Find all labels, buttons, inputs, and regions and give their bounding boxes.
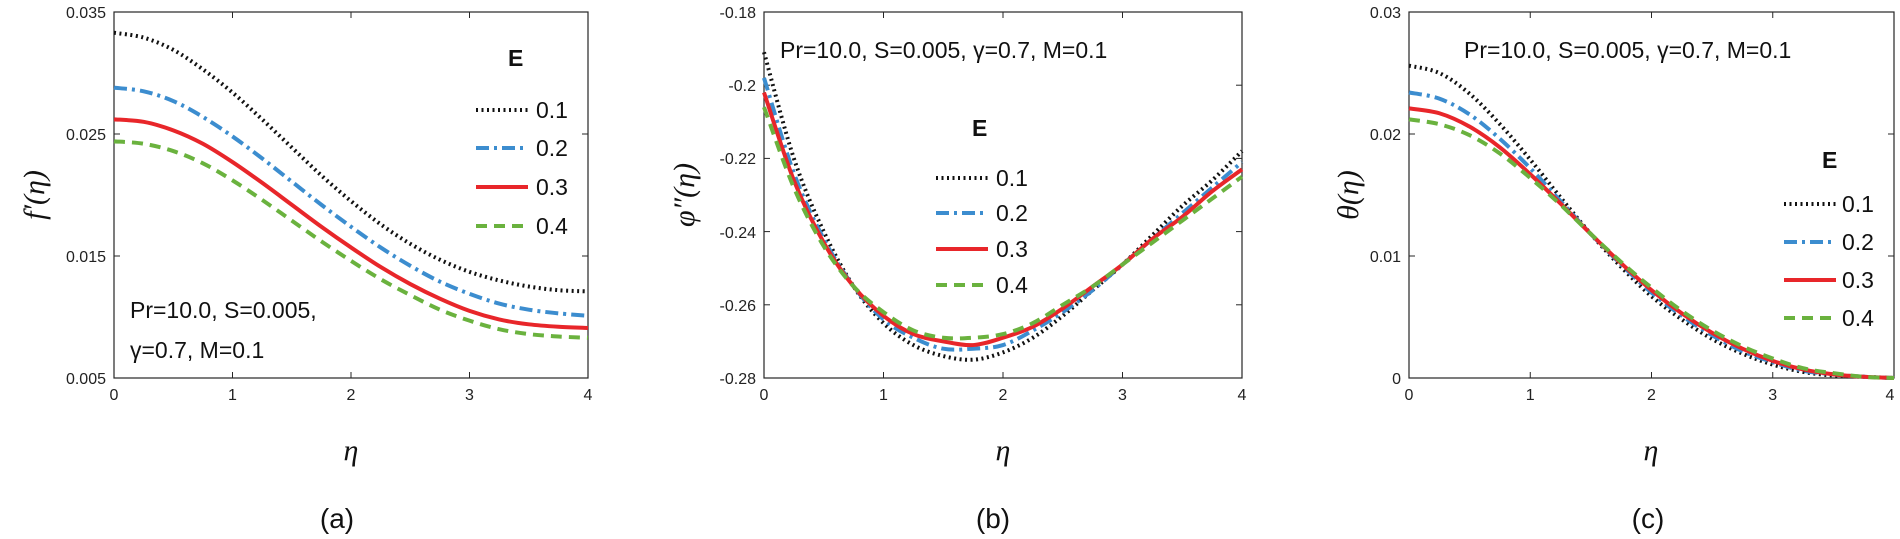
panel-a-ytick: 0.035 — [66, 5, 106, 22]
panel-b-xtick: 1 — [879, 387, 888, 404]
panel-c-annotation: Pr=10.0, S=0.005, γ=0.7, M=0.1 — [1464, 37, 1791, 63]
panel-b-ticks — [763, 11, 1243, 379]
panel-a-series-E-0.4 — [113, 139, 589, 340]
panel-b-ytick: -0.26 — [720, 298, 757, 315]
panel-a-legend: E 0.1 0.2 0.3 0.4 — [476, 45, 568, 239]
panel-c-legend-label: 0.3 — [1842, 267, 1874, 293]
panel-a-ticks — [113, 11, 589, 379]
panel-c-xlabel: η — [1644, 434, 1659, 467]
panel-a-caption: (a) — [320, 503, 354, 534]
panel-c-legend-label: 0.2 — [1842, 229, 1874, 255]
panel-b-ytick: -0.2 — [728, 78, 756, 95]
panel-c-xtick: 4 — [1886, 387, 1895, 404]
panel-b-xtick: 4 — [1238, 387, 1247, 404]
panel-c-legend-label: 0.1 — [1842, 191, 1874, 217]
panel-a-annotation-line2: γ=0.7, M=0.1 — [130, 337, 264, 363]
panel-a-ytick: 0.015 — [66, 249, 106, 266]
panel-a-axes-box — [113, 11, 589, 379]
panel-c-series — [1408, 63, 1895, 380]
panel-b-axes-box — [763, 11, 1243, 379]
panel-c-ytick: 0.01 — [1370, 249, 1401, 266]
panel-c: 0 0.01 0.02 0.03 0 1 2 3 4 η θ(η) Pr=10.… — [1332, 5, 1895, 534]
panel-b-legend: E 0.1 0.2 0.3 0.4 — [936, 115, 1028, 298]
panel-a-legend-label: 0.1 — [536, 97, 568, 123]
panel-b-xtick: 0 — [760, 387, 769, 404]
panel-b-xtick: 2 — [999, 387, 1008, 404]
panel-b-ylabel: φ″(η) — [668, 163, 701, 227]
panel-a-annotation-line1: Pr=10.0, S=0.005, — [130, 297, 317, 323]
panel-c-axes-box — [1408, 11, 1895, 379]
panel-c-legend-label: 0.4 — [1842, 305, 1874, 331]
panel-c-ytick: 0 — [1392, 371, 1401, 388]
panel-b-legend-label: 0.4 — [996, 272, 1028, 298]
panel-c-legend-title: E — [1822, 147, 1837, 173]
panel-b-xlabel: η — [996, 434, 1011, 467]
panel-b-legend-label: 0.3 — [996, 236, 1028, 262]
panel-c-caption: (c) — [1632, 503, 1665, 534]
panel-b: -0.28 -0.26 -0.24 -0.22 -0.2 -0.18 0 1 2… — [668, 5, 1247, 534]
panel-a-xtick: 4 — [584, 387, 593, 404]
panel-b-annotation: Pr=10.0, S=0.005, γ=0.7, M=0.1 — [780, 37, 1107, 63]
panel-b-legend-title: E — [972, 115, 987, 141]
panel-b-legend-label: 0.2 — [996, 200, 1028, 226]
panel-b-series-E-0.4 — [762, 106, 1244, 341]
panel-a-ylabel: f′(η) — [18, 170, 51, 220]
panel-a-xtick: 1 — [228, 387, 237, 404]
panel-a-legend-label: 0.2 — [536, 135, 568, 161]
panel-b-caption: (b) — [976, 503, 1010, 534]
panel-b-ytick: -0.22 — [720, 151, 757, 168]
panel-a-legend-label: 0.3 — [536, 174, 568, 200]
panel-a-xlabel: η — [344, 434, 359, 467]
panel-c-xtick: 2 — [1647, 387, 1656, 404]
panel-b-ytick: -0.18 — [720, 5, 757, 22]
panel-c-xtick: 1 — [1526, 387, 1535, 404]
panel-a-series-E-0.1 — [113, 30, 589, 294]
panel-c-ylabel: θ(η) — [1332, 170, 1365, 220]
panel-c-xtick: 3 — [1768, 387, 1777, 404]
panel-b-xtick: 3 — [1118, 387, 1127, 404]
panel-a-xtick: 0 — [110, 387, 119, 404]
panel-b-ytick: -0.28 — [720, 371, 757, 388]
panel-a: 0.005 0.015 0.025 0.035 0 1 2 3 4 η f′(η… — [18, 5, 593, 534]
panel-c-ytick: 0.03 — [1370, 5, 1401, 22]
panel-c-series-E-0.3 — [1408, 106, 1895, 380]
panel-c-ytick: 0.02 — [1370, 127, 1401, 144]
panel-a-series-E-0.2 — [113, 85, 589, 318]
panel-a-xtick: 2 — [347, 387, 356, 404]
panel-a-series — [113, 30, 589, 340]
panel-b-ytick: -0.24 — [720, 225, 757, 242]
panel-a-xtick: 3 — [465, 387, 474, 404]
panel-a-ytick: 0.025 — [66, 127, 106, 144]
panel-a-legend-title: E — [508, 45, 523, 71]
panel-b-series — [762, 51, 1244, 362]
panel-a-series-E-0.3 — [113, 117, 589, 330]
panel-a-legend-label: 0.4 — [536, 213, 568, 239]
panel-c-xtick: 0 — [1405, 387, 1414, 404]
panel-b-legend-label: 0.1 — [996, 165, 1028, 191]
panel-b-series-E-0.1 — [762, 51, 1244, 362]
panel-b-series-E-0.2 — [762, 77, 1244, 352]
panel-a-ytick: 0.005 — [66, 371, 106, 388]
panel-c-legend: E 0.1 0.2 0.3 0.4 — [1784, 147, 1874, 331]
